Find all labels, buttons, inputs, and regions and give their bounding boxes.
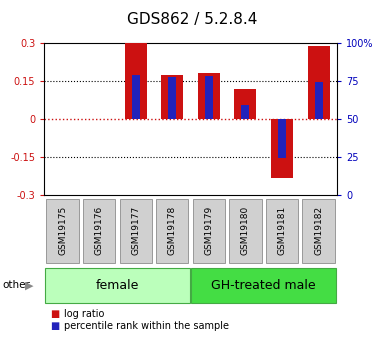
Bar bbox=[47, 199, 79, 263]
Bar bbox=[132, 75, 140, 119]
Text: ■: ■ bbox=[50, 321, 59, 331]
Text: GSM19176: GSM19176 bbox=[95, 206, 104, 255]
Bar bbox=[278, 119, 286, 158]
Bar bbox=[193, 199, 225, 263]
Text: GSM19175: GSM19175 bbox=[58, 206, 67, 255]
Text: ■: ■ bbox=[50, 309, 59, 319]
Text: GSM19179: GSM19179 bbox=[204, 206, 213, 255]
Bar bbox=[168, 77, 176, 119]
Bar bbox=[191, 268, 336, 303]
Bar bbox=[125, 43, 147, 119]
Text: GSM19178: GSM19178 bbox=[168, 206, 177, 255]
Bar bbox=[266, 199, 298, 263]
Text: other: other bbox=[2, 280, 30, 290]
Bar bbox=[308, 46, 330, 119]
Text: GSM19177: GSM19177 bbox=[131, 206, 140, 255]
Bar bbox=[83, 199, 115, 263]
Text: GSM19182: GSM19182 bbox=[314, 206, 323, 255]
Bar bbox=[234, 89, 256, 119]
Bar bbox=[45, 268, 190, 303]
Text: log ratio: log ratio bbox=[64, 309, 104, 319]
Bar bbox=[271, 119, 293, 178]
Text: female: female bbox=[96, 279, 139, 292]
Bar bbox=[156, 199, 188, 263]
Text: ▶: ▶ bbox=[25, 280, 33, 290]
Bar bbox=[198, 73, 220, 119]
Text: GSM19180: GSM19180 bbox=[241, 206, 250, 255]
Bar bbox=[229, 199, 261, 263]
Text: GH-treated male: GH-treated male bbox=[211, 279, 316, 292]
Bar bbox=[120, 199, 152, 263]
Text: GDS862 / 5.2.8.4: GDS862 / 5.2.8.4 bbox=[127, 12, 258, 27]
Bar bbox=[315, 82, 323, 119]
Text: percentile rank within the sample: percentile rank within the sample bbox=[64, 321, 229, 331]
Bar bbox=[241, 105, 249, 119]
Bar bbox=[303, 199, 335, 263]
Bar bbox=[205, 76, 213, 119]
Text: GSM19181: GSM19181 bbox=[278, 206, 286, 255]
Bar bbox=[161, 75, 183, 119]
